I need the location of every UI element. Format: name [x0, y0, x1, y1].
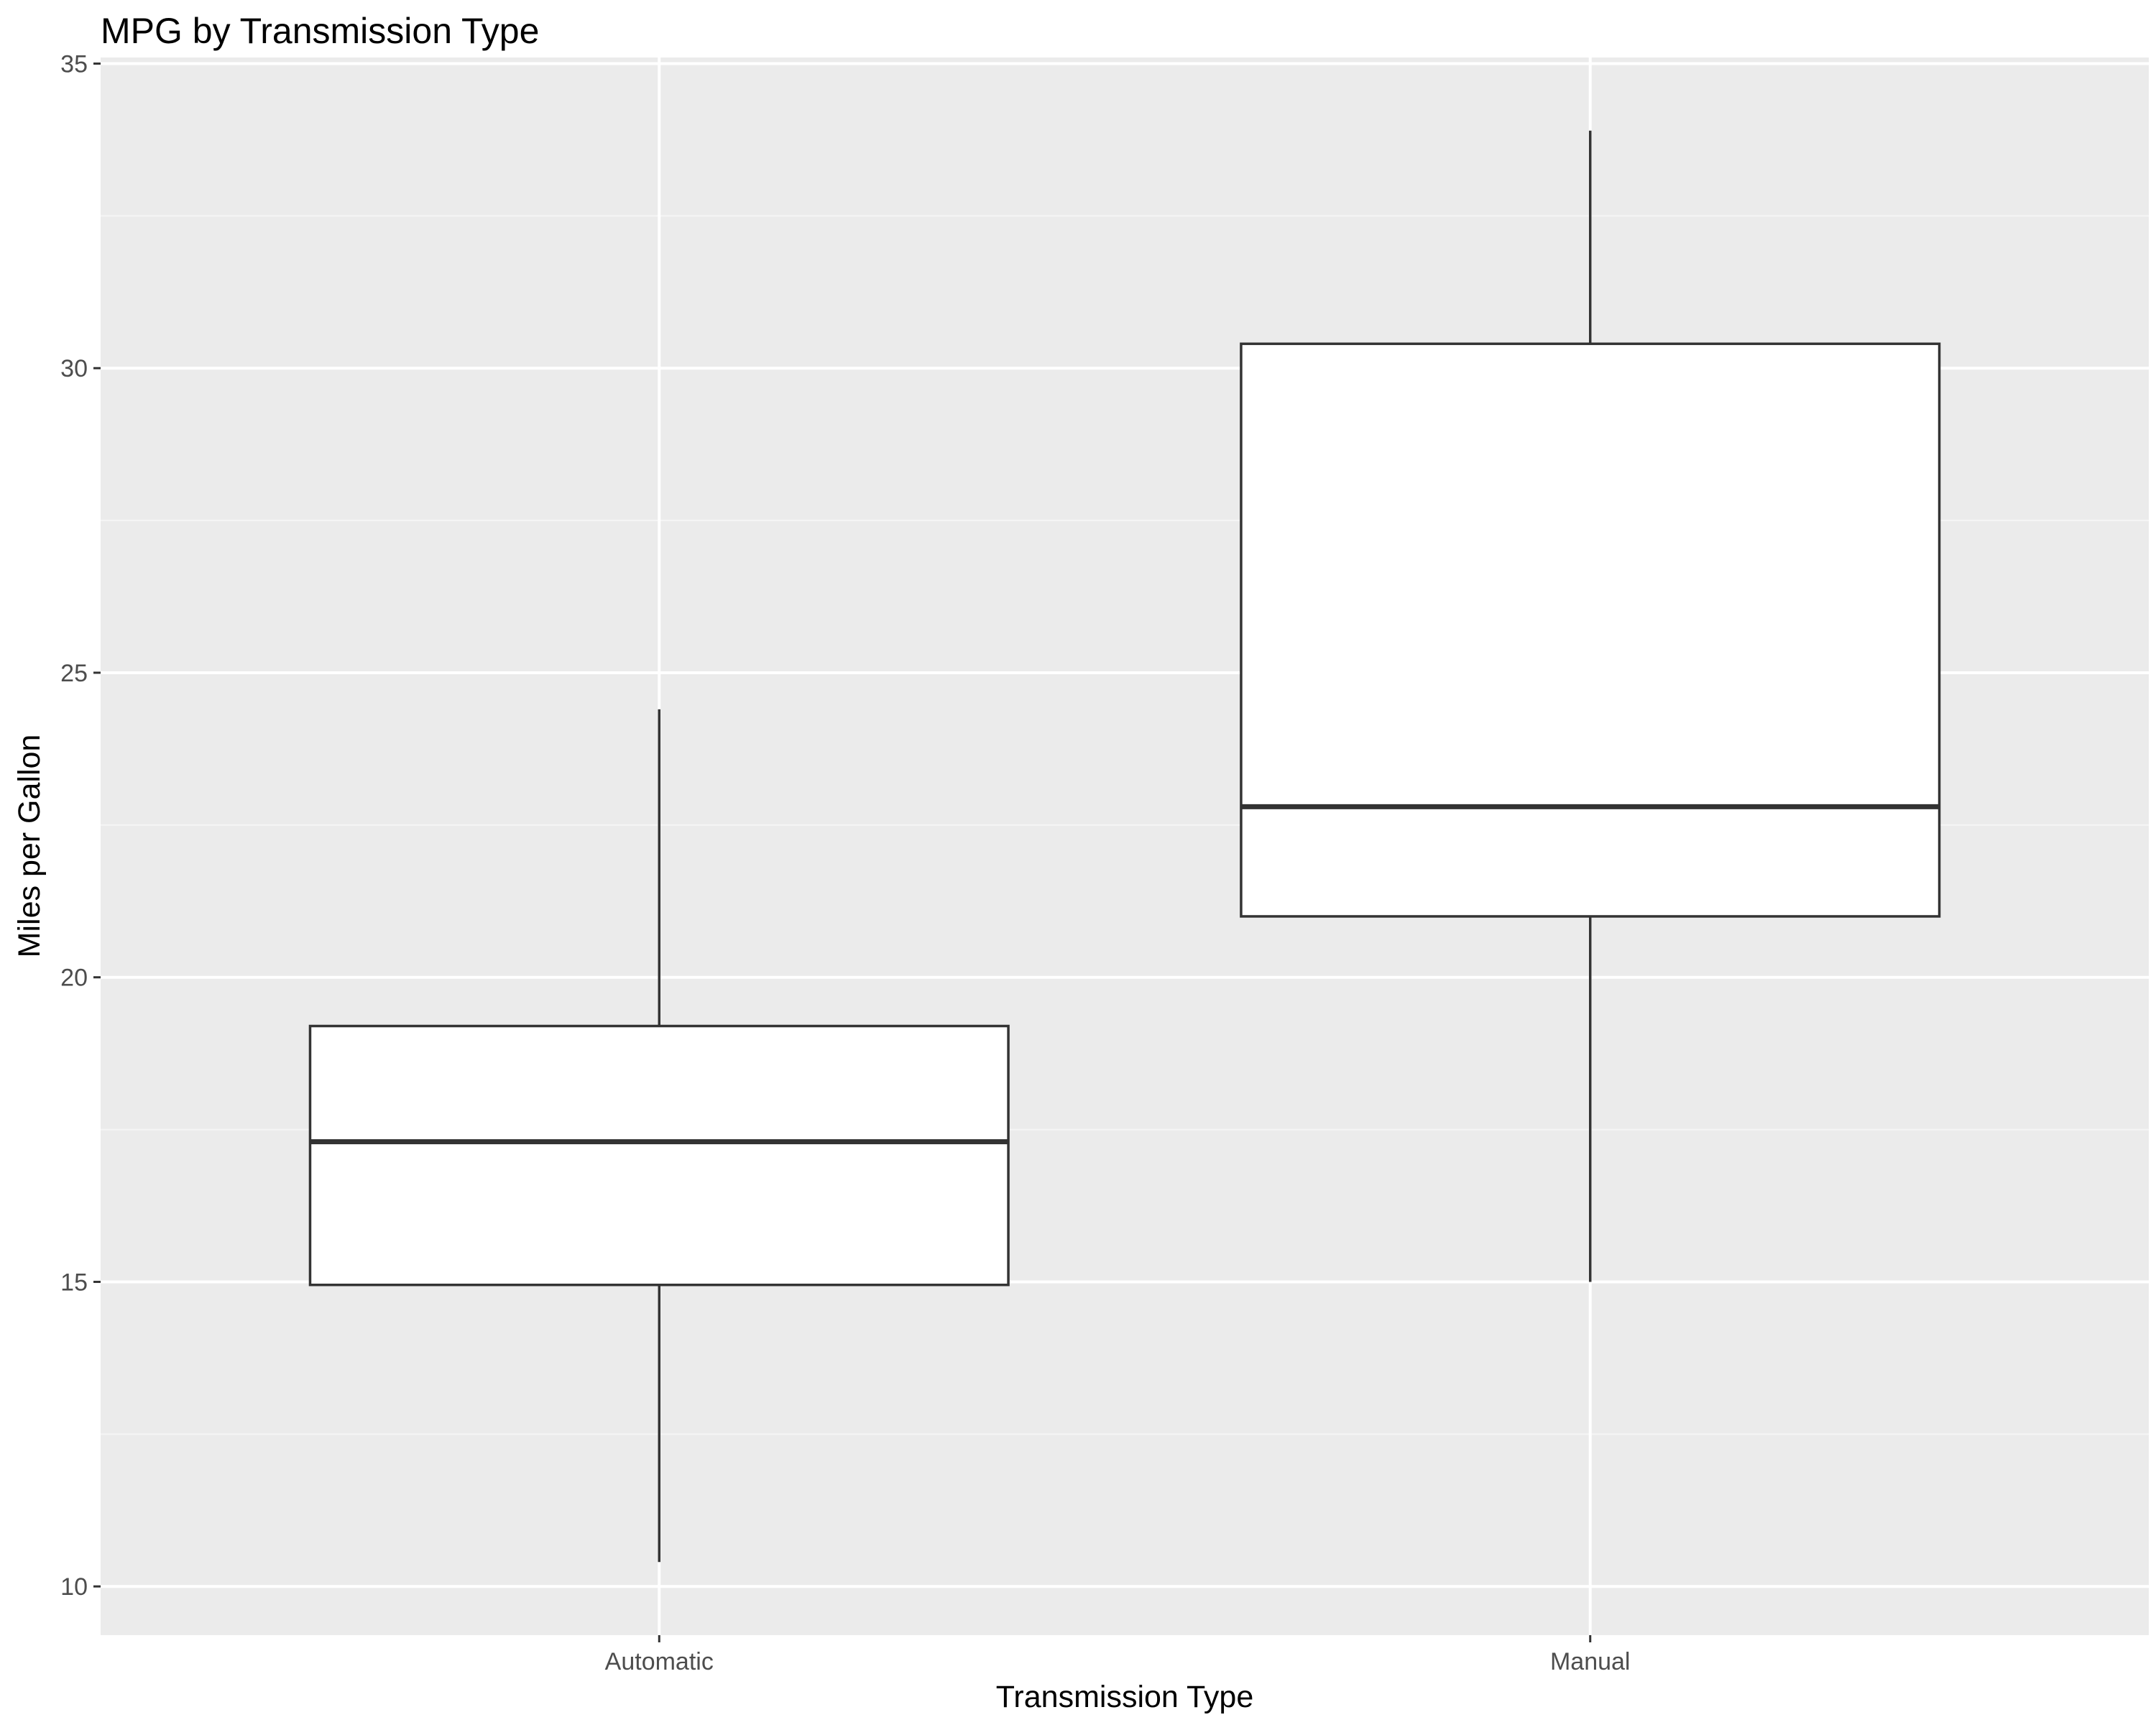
y-tick-label: 20 — [60, 965, 88, 992]
x-axis: Automatic Manual — [605, 1635, 1631, 1675]
box-manual — [1240, 130, 1941, 1282]
x-tick-label: Automatic — [605, 1648, 714, 1675]
x-axis-title: Transmission Type — [996, 1680, 1253, 1714]
box-automatic — [308, 709, 1010, 1563]
y-tick-label: 10 — [60, 1573, 88, 1601]
y-axis-title: Miles per Gallon — [12, 735, 47, 958]
y-tick-label: 30 — [60, 355, 88, 382]
y-tick-label: 35 — [60, 50, 88, 78]
box-series — [308, 130, 1941, 1563]
box-body — [308, 1024, 1010, 1287]
x-tick-label: Manual — [1550, 1648, 1631, 1675]
y-tick-label: 15 — [60, 1269, 88, 1296]
box-body — [1240, 342, 1941, 918]
y-axis: 10 15 20 25 30 35 — [60, 50, 101, 1601]
chart-title: MPG by Transmission Type — [101, 11, 539, 51]
y-tick-label: 25 — [60, 660, 88, 687]
